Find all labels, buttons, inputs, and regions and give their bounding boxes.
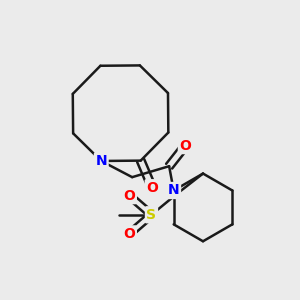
Text: O: O	[179, 139, 191, 153]
Text: O: O	[124, 189, 135, 202]
Text: O: O	[124, 227, 135, 241]
Text: N: N	[168, 184, 179, 197]
Text: O: O	[146, 181, 158, 195]
Text: S: S	[146, 208, 157, 222]
Text: N: N	[95, 154, 107, 168]
